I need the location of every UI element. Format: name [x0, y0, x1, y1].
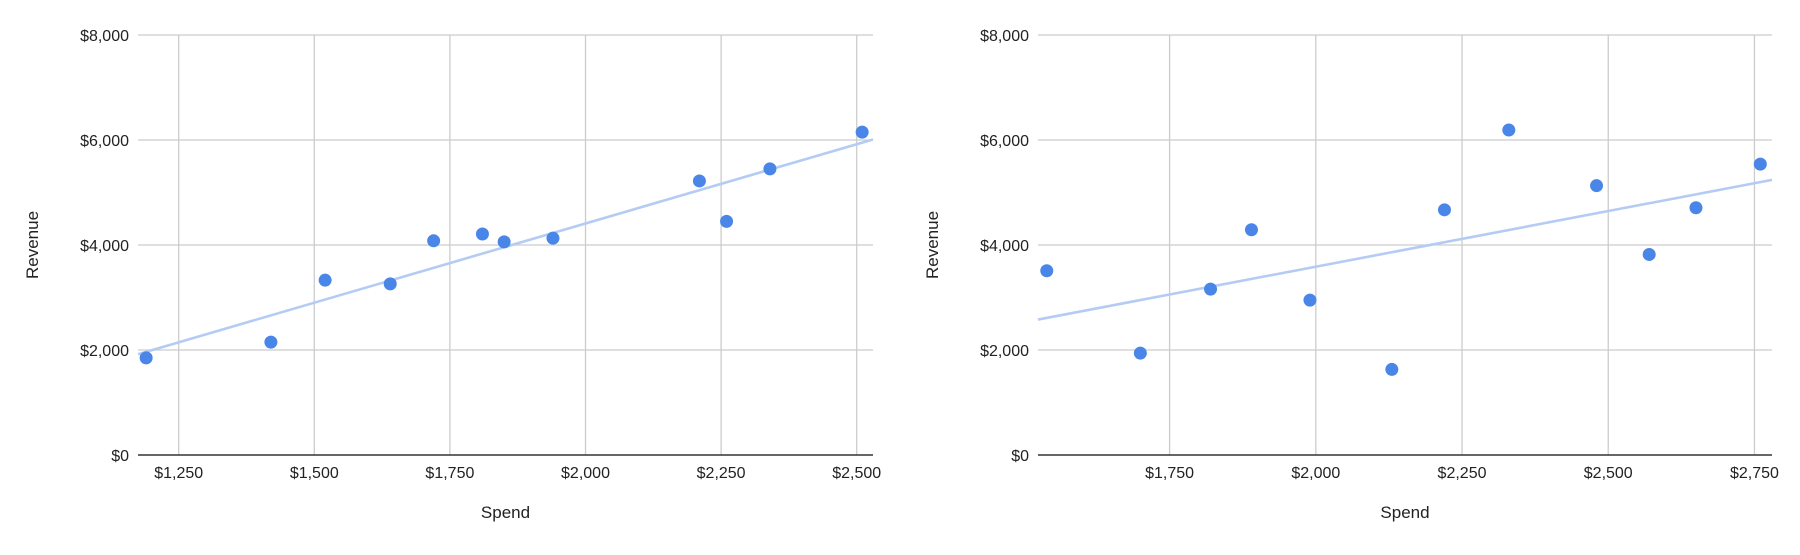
- data-point: [1244, 223, 1258, 237]
- x-axis-label: Spend: [481, 503, 530, 522]
- data-point: [475, 227, 489, 241]
- y-axis-label: Revenue: [923, 211, 942, 279]
- y-tick-label: $2,000: [80, 343, 129, 360]
- y-tick-label: $6,000: [80, 133, 129, 150]
- data-point: [1385, 362, 1399, 376]
- x-tick-label: $1,250: [154, 465, 203, 482]
- y-tick-label: $4,000: [80, 238, 129, 255]
- data-point: [763, 162, 777, 176]
- x-tick-label: $1,500: [290, 465, 339, 482]
- data-point: [139, 351, 153, 365]
- x-tick-label: $1,750: [425, 465, 474, 482]
- y-tick-label: $2,000: [980, 343, 1029, 360]
- data-point: [546, 231, 560, 245]
- data-point: [1753, 157, 1767, 171]
- data-point: [720, 214, 734, 228]
- chart-2: $0 $2,000 $4,000 $6,000 $8,000 $1,750 $2,000 $2…: [923, 28, 1779, 522]
- trendline: [1037, 178, 1773, 321]
- data-point: [692, 174, 706, 188]
- data-point: [427, 234, 441, 248]
- y-tick-label: $6,000: [980, 133, 1029, 150]
- y-tick-label: $8,000: [80, 28, 129, 45]
- x-tick-label: $2,000: [1291, 465, 1340, 482]
- x-axis-label: Spend: [1380, 503, 1429, 522]
- data-point: [855, 125, 869, 139]
- data-point: [264, 335, 278, 349]
- x-tick-label: $2,250: [1438, 465, 1487, 482]
- y-tick-label: $0: [111, 448, 129, 465]
- data-point: [1437, 203, 1451, 217]
- data-point: [497, 235, 511, 249]
- x-tick-label: $2,250: [697, 465, 746, 482]
- x-tick-label: $1,750: [1145, 465, 1194, 482]
- data-point: [383, 277, 397, 291]
- y-tick-label: $4,000: [980, 238, 1029, 255]
- data-point: [1040, 264, 1054, 278]
- x-tick-label: $2,000: [561, 465, 610, 482]
- data-point: [1502, 123, 1516, 137]
- data-point: [318, 273, 332, 287]
- data-point: [1590, 179, 1604, 193]
- data-point: [1689, 201, 1703, 215]
- data-point: [1133, 346, 1147, 360]
- x-tick-label: $2,500: [1584, 465, 1633, 482]
- y-axis-label: Revenue: [23, 211, 42, 279]
- data-point: [1303, 293, 1317, 307]
- data-point: [1642, 247, 1656, 261]
- data-point: [1204, 282, 1218, 296]
- chart-1: $0 $2,000 $4,000 $6,000 $8,000 $1,250 $1,500 $1…: [23, 28, 881, 522]
- x-tick-label: $2,500: [832, 465, 881, 482]
- y-tick-label: $8,000: [980, 28, 1029, 45]
- y-tick-label: $0: [1011, 448, 1029, 465]
- x-tick-label: $2,750: [1730, 465, 1779, 482]
